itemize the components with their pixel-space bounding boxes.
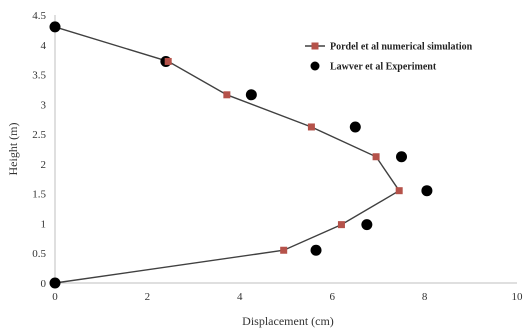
series-1-point-4 xyxy=(372,153,380,161)
x-axis-title: Displacement (cm) xyxy=(242,314,334,328)
y-tick-labels: 0 0.5 1 1.5 2 2.5 3 3.5 4 4.5 xyxy=(32,10,46,290)
series-1-point-3 xyxy=(307,123,315,131)
legend-marker-series-1 xyxy=(311,42,319,50)
legend-entry-series-1: Pordel et al numerical simulation xyxy=(305,42,473,53)
series-2-point-7 xyxy=(310,244,322,256)
x-tick-label: 8 xyxy=(422,291,428,303)
series-2-point-2 xyxy=(245,89,257,101)
x-tick-label: 10 xyxy=(512,291,524,303)
legend-entry-series-2: Lawver et al Experiment xyxy=(310,61,437,73)
series-2-point-4 xyxy=(396,151,407,163)
y-tick-label: 3 xyxy=(41,99,47,111)
series-layer xyxy=(49,21,433,289)
y-tick-label: 0 xyxy=(41,278,47,290)
series-1-point-5 xyxy=(395,187,403,195)
series-2-point-6 xyxy=(361,219,373,231)
series-1-point-2 xyxy=(223,91,231,99)
y-tick-label: 4.5 xyxy=(32,10,46,22)
y-tick-label: 1.5 xyxy=(32,189,46,201)
legend-label-series-1: Pordel et al numerical simulation xyxy=(330,42,473,53)
series-2-point-3 xyxy=(349,121,361,133)
series-1-point-6 xyxy=(337,221,345,229)
x-tick-label: 2 xyxy=(145,291,151,303)
series-2-point-5 xyxy=(421,185,433,197)
series-1-point-1 xyxy=(164,57,172,65)
legend-label-series-2: Lawver et al Experiment xyxy=(330,62,437,73)
y-tick-label: 4 xyxy=(41,40,47,52)
legend: Pordel et al numerical simulation Lawver… xyxy=(305,42,473,73)
x-tick-label: 0 xyxy=(52,291,58,303)
legend-marker-series-2 xyxy=(310,61,320,71)
axes xyxy=(54,15,517,284)
y-tick-label: 0.5 xyxy=(32,248,46,260)
y-axis-title: Height (m) xyxy=(6,123,20,176)
series-1-point-7 xyxy=(280,246,288,254)
x-tick-label: 6 xyxy=(329,291,335,303)
y-tick-label: 1 xyxy=(41,218,47,230)
y-tick-label: 3.5 xyxy=(32,70,46,82)
x-tick-label: 4 xyxy=(237,291,243,303)
y-tick-label: 2 xyxy=(41,159,47,171)
x-tick-labels: 0 2 4 6 8 10 xyxy=(52,291,523,303)
y-tick-label: 2.5 xyxy=(32,129,46,141)
series-2-point-0 xyxy=(49,21,61,33)
series-2-point-8 xyxy=(49,277,61,289)
